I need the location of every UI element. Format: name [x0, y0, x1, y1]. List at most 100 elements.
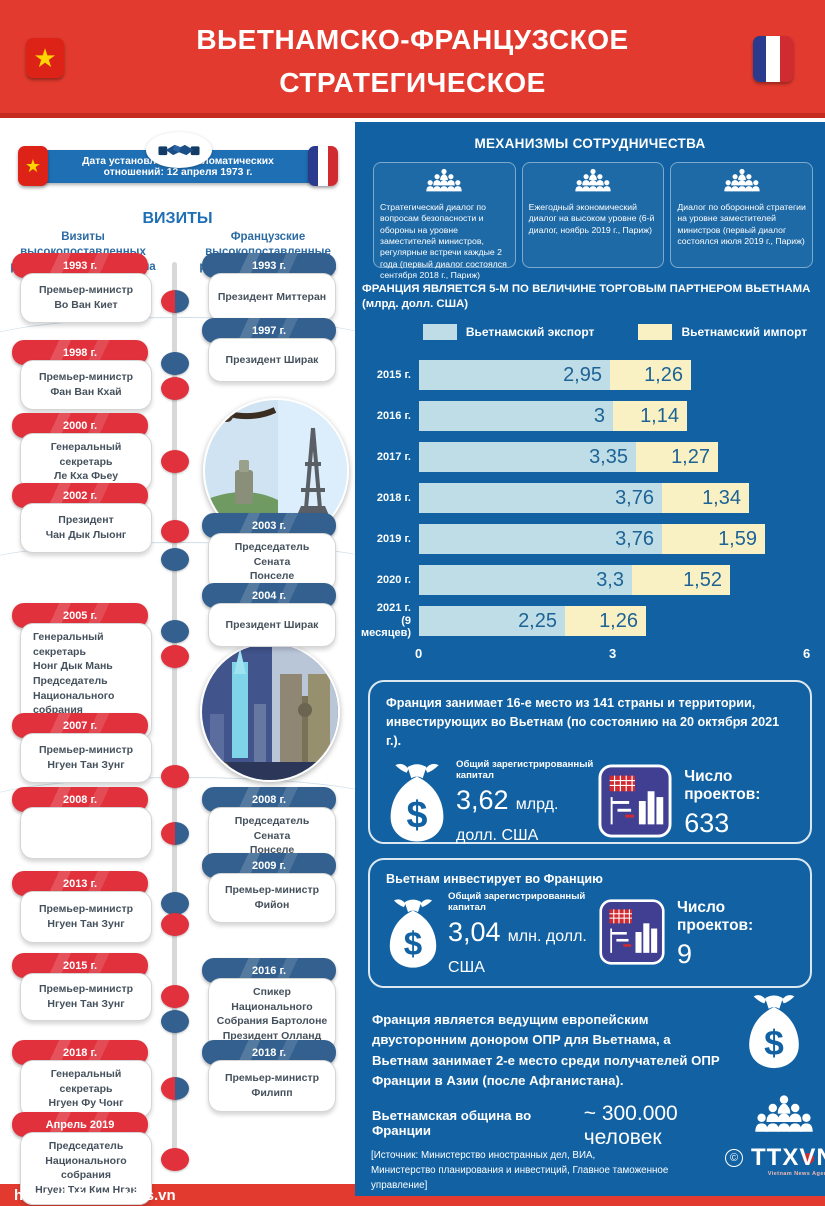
svg-text:$: $	[764, 1023, 784, 1063]
copyright-icon: ©	[725, 1149, 743, 1167]
visits-timeline-panel: Дата установления дипломатических отноше…	[0, 122, 400, 1205]
timeline-entry-card: Спикер Национального Собрания Бартолоне …	[208, 978, 336, 1051]
statistics-panel: МЕХАНИЗМЫ СОТРУДНИЧЕСТВА Стратегический …	[355, 122, 825, 1196]
fdi1-intro: Франция занимает 16-е место из 141 стран…	[386, 696, 780, 748]
fdi2-projects-value: 9	[677, 939, 693, 970]
timeline-dot-red	[161, 377, 189, 400]
handshake-icon	[146, 132, 212, 168]
export-bar-segment: 2,25	[419, 606, 565, 636]
year-label: 2016 г.	[376, 409, 411, 422]
bar-row-2015 г.: 2015 г. 2,95 1,26	[355, 360, 691, 390]
mechanism-card-1: Стратегический диалог по вопросам безопа…	[373, 162, 516, 280]
year-label: 2018 г.	[376, 491, 411, 504]
fdi2-capital-value: 3,04 млн. долл. США	[448, 916, 587, 976]
fdi1-projects-label: Число проектов:	[684, 767, 761, 803]
export-bar-segment: 3	[419, 401, 613, 431]
timeline-entry-card: Генеральный секретарь Ле Кха Фьеу	[20, 433, 152, 492]
fdi1-capital-label: Общий зарегистрированный капитал	[456, 759, 594, 782]
timeline-entry-card: Президент Ширак	[208, 603, 336, 647]
timeline-dot-red	[161, 1148, 189, 1171]
people-group-icon	[574, 168, 612, 199]
vietnam-flag-icon: ★	[26, 38, 64, 78]
page-title-line1: ВЬЕТНАМСКО-ФРАНЦУЗСКОЕ СТРАТЕГИЧЕСКОЕ	[196, 24, 629, 99]
bar-row-2020 г.: 2020 г. 3,3 1,52	[355, 565, 730, 595]
money-bag-icon: $	[384, 895, 442, 974]
fdi-into-vietnam-card: Франция занимает 16-е место из 141 стран…	[368, 680, 812, 844]
year-label: 2019 г.	[376, 532, 411, 545]
legend-export-swatch	[422, 324, 457, 340]
mechanism-card-3: Диалог по оборонной стратегии на уровне …	[670, 162, 814, 268]
bar-row-2021 г. (9 месяцев): 2021 г. (9 месяцев) 2,25 1,26	[355, 602, 646, 639]
ttxvn-logo: TTXVN	[751, 1144, 825, 1171]
bar-row-2016 г.: 2016 г. 3 1,14	[355, 401, 687, 431]
timeline-entry-card: Премьер-министр Нгуен Тан Зунг	[20, 733, 152, 783]
projects-chart-icon	[598, 764, 672, 843]
mechanism-card-text: Стратегический диалог по вопросам безопа…	[380, 202, 507, 280]
timeline-entry-card: Премьер-министр Нгуен Тан Зунг	[20, 973, 152, 1021]
source-line1: [Источник: Министерство иностранных дел,…	[371, 1150, 596, 1161]
crowd-icon	[753, 1094, 815, 1141]
france-flag-small-icon	[308, 146, 338, 186]
svg-text:$: $	[404, 927, 422, 964]
timeline-dot-split	[161, 290, 189, 313]
year-label: 2021 г. (9 месяцев)	[361, 602, 411, 640]
legend-import-swatch	[638, 324, 673, 340]
timeline-entry-card: Премьер-министр Нгуен Тан Зунг	[20, 891, 152, 943]
import-bar-segment: 1,14	[613, 401, 687, 431]
community-prefix: Вьетнамская община во Франции	[372, 1108, 532, 1138]
timeline-dot-blue	[161, 1010, 189, 1033]
fdi-into-france-card: Вьетнам инвестирует во Францию $ Общий з…	[368, 858, 812, 988]
export-bar-segment: 2,95	[419, 360, 610, 390]
source-line2: Министерство планирования и инвестиций, …	[371, 1165, 669, 1192]
import-bar-segment: 1,52	[632, 565, 730, 595]
agency-tagline: Vietnam News Agency	[767, 1171, 825, 1177]
chart-x-axis: 0 3 6	[355, 646, 825, 662]
photo-hcmc-notredame	[200, 642, 340, 782]
mechanism-card-text: Ежегодный экономический диалог на высоко…	[528, 202, 655, 235]
money-bag-icon: $	[384, 759, 450, 848]
mechanism-cards: Стратегический диалог по вопросам безопа…	[373, 162, 814, 280]
fdi2-capital-label: Общий зарегистрированный капитал	[448, 890, 586, 913]
legend-export: Вьетнамский экспорт	[422, 324, 594, 340]
timeline-dot-blue	[161, 620, 189, 643]
timeline-axis	[172, 262, 177, 1167]
year-label: 2017 г.	[376, 450, 411, 463]
timeline-entry-card	[20, 807, 152, 859]
infographics-url-link[interactable]: https://infographics.vn	[14, 1186, 176, 1204]
bar-row-2018 г.: 2018 г. 3,76 1,34	[355, 483, 749, 513]
x-tick-6: 6	[803, 646, 811, 661]
oda-paragraph: Франция является ведущим европейским дву…	[372, 1012, 720, 1089]
import-bar-segment: 1,34	[662, 483, 749, 513]
timeline-entry-card: Президент Ширак	[208, 338, 336, 382]
import-bar-segment: 1,26	[610, 360, 691, 390]
mechanism-card-text: Диалог по оборонной стратегии на уровне …	[677, 202, 806, 246]
timeline-entry-card: Премьер-министр Филипп	[208, 1060, 336, 1112]
agency-logo: © TTXVN Vietnam News Agency	[725, 1144, 825, 1177]
star-icon: ★	[33, 43, 57, 73]
timeline-dot-red	[161, 913, 189, 936]
fdi1-capital-value: 3,62 млрд. долл. США	[456, 785, 559, 845]
timeline-entry-card: Премьер-министр Фан Ван Кхай	[20, 360, 152, 410]
import-bar-segment: 1,27	[636, 442, 718, 472]
timeline-entry-card: Премьер-министр Фийон	[208, 873, 336, 923]
timeline-dot-red	[161, 765, 189, 788]
people-group-icon	[425, 168, 463, 199]
fdi2-projects-label: Число проектов:	[677, 899, 754, 935]
people-group-icon	[723, 168, 761, 199]
timeline-entry-card: Председатель Сената Понселе	[208, 533, 336, 592]
community-line: Вьетнамская община во Франции ~ 300.000 …	[372, 1102, 747, 1150]
timeline-dot-red	[161, 520, 189, 543]
export-bar-segment: 3,76	[419, 483, 662, 513]
vietnam-flag-small-icon: ★	[18, 146, 48, 186]
mechanism-card-2: Ежегодный экономический диалог на высоко…	[521, 162, 665, 268]
france-flag-icon	[753, 36, 793, 82]
svg-text:$: $	[407, 793, 428, 835]
timeline-dot-split	[161, 822, 189, 845]
money-bag-icon: $	[743, 990, 805, 1075]
x-tick-0: 0	[415, 646, 423, 661]
import-bar-segment: 1,26	[565, 606, 646, 636]
timeline-entry-card: Президент Миттеран	[208, 273, 336, 321]
chart-legend: Вьетнамский экспорт Вьетнамский импорт	[419, 324, 811, 340]
mechanisms-title: МЕХАНИЗМЫ СОТРУДНИЧЕСТВА	[474, 136, 706, 151]
